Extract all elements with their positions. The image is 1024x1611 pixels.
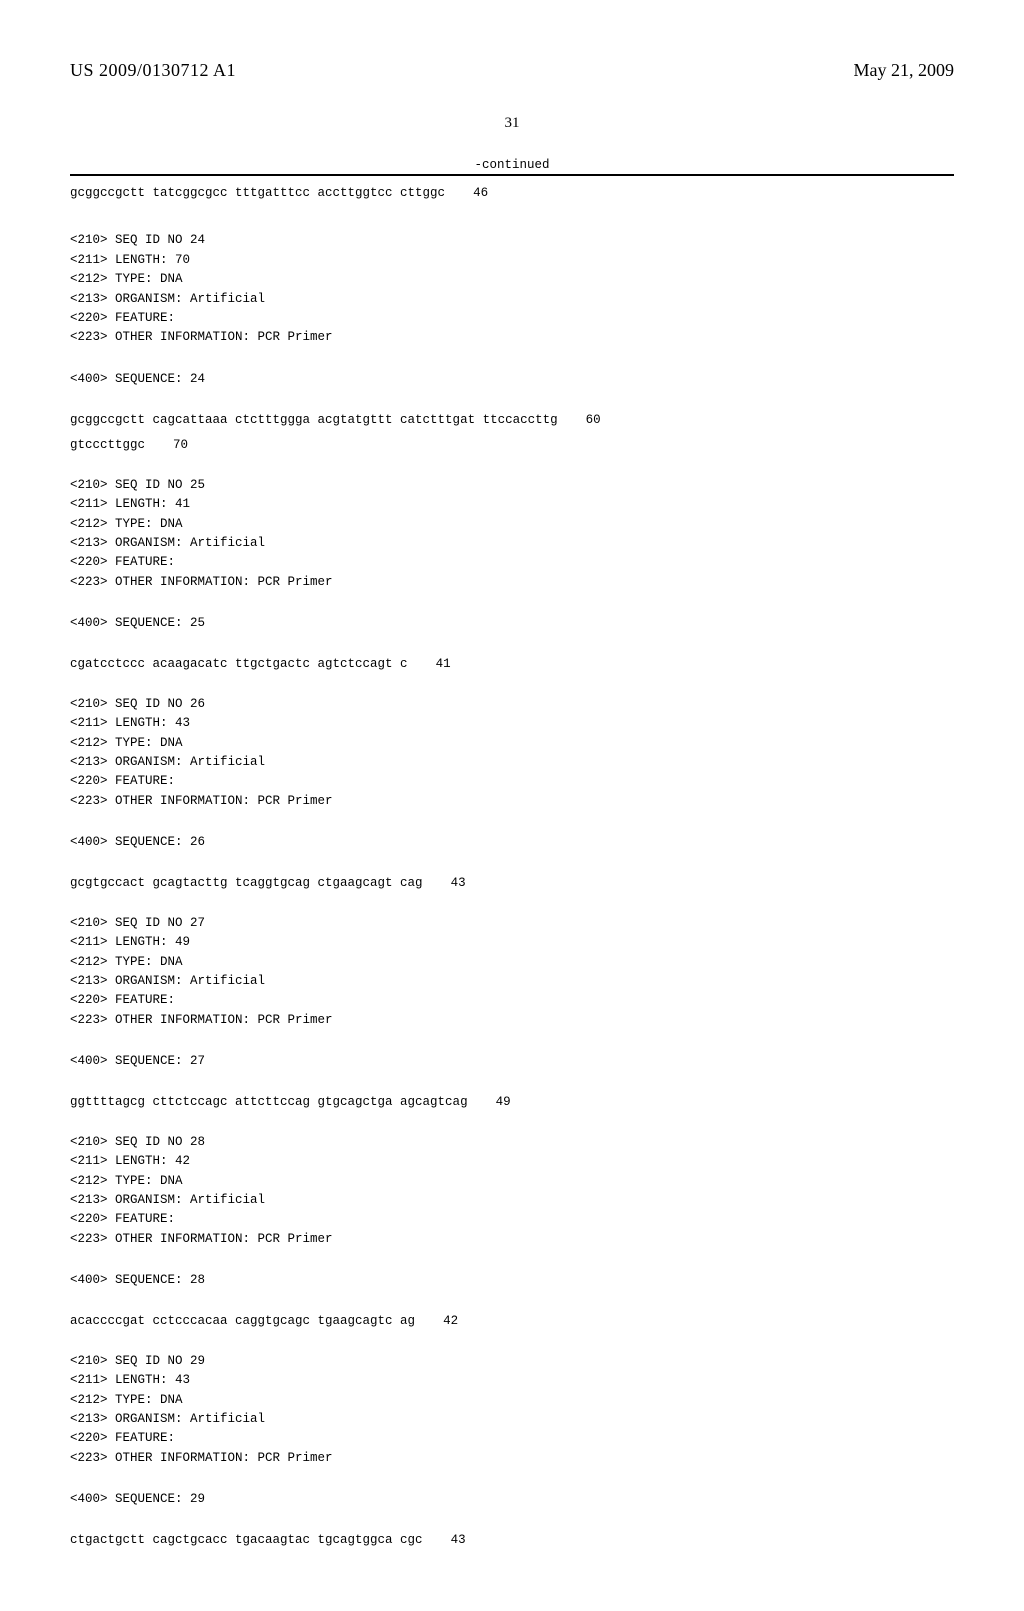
spacer <box>70 1298 954 1312</box>
spacer <box>70 1517 954 1531</box>
page-container: US 2009/0130712 A1 May 21, 2009 31 -cont… <box>0 0 1024 1611</box>
sequence-line: cgatcctccc acaagacatc ttgctgactc agtctcc… <box>70 655 954 674</box>
sequence-entries: <210> SEQ ID NO 24 <211> LENGTH: 70 <212… <box>70 231 954 1550</box>
page-header: US 2009/0130712 A1 May 21, 2009 <box>70 60 954 81</box>
sequence-text: cgatcctccc acaagacatc ttgctgactc agtctcc… <box>70 655 408 674</box>
page-number: 31 <box>70 115 954 132</box>
sequence-entry: <210> SEQ ID NO 27 <211> LENGTH: 49 <212… <box>70 914 954 1113</box>
sequence-entry: <210> SEQ ID NO 29 <211> LENGTH: 43 <212… <box>70 1352 954 1551</box>
spacer <box>70 641 954 655</box>
sequence-entry: <210> SEQ ID NO 28 <211> LENGTH: 42 <212… <box>70 1133 954 1332</box>
top-fragment-sequence: gcggccgctt tatcggcgcc tttgatttcc accttgg… <box>70 184 954 203</box>
sequence-line: acaccccgat cctcccacaa caggtgcagc tgaagca… <box>70 1312 954 1331</box>
sequence-position: 43 <box>451 1531 466 1550</box>
publication-date: May 21, 2009 <box>854 60 955 81</box>
rule-top <box>70 174 954 176</box>
sequence-text: gtcccttggc <box>70 436 145 455</box>
sequence-position: 42 <box>443 1312 458 1331</box>
sequence-text: gcggccgctt cagcattaaa ctctttggga acgtatg… <box>70 411 558 430</box>
sequence-text: gcggccgctt tatcggcgcc tttgatttcc accttgg… <box>70 184 445 203</box>
sequence-position: 43 <box>451 874 466 893</box>
publication-number: US 2009/0130712 A1 <box>70 60 236 81</box>
sequence-position: 60 <box>586 411 601 430</box>
sequence-label: <400> SEQUENCE: 28 <box>70 1271 954 1290</box>
sequence-label: <400> SEQUENCE: 29 <box>70 1490 954 1509</box>
sequence-label: <400> SEQUENCE: 27 <box>70 1052 954 1071</box>
sequence-position: 49 <box>496 1093 511 1112</box>
sequence-line: gtcccttggc 70 <box>70 436 954 455</box>
sequence-label: <400> SEQUENCE: 24 <box>70 370 954 389</box>
entry-header-block: <210> SEQ ID NO 26 <211> LENGTH: 43 <212… <box>70 695 954 811</box>
spacer <box>70 1257 954 1271</box>
entry-header-block: <210> SEQ ID NO 28 <211> LENGTH: 42 <212… <box>70 1133 954 1249</box>
sequence-text: ctgactgctt cagctgcacc tgacaagtac tgcagtg… <box>70 1531 423 1550</box>
sequence-entry: <210> SEQ ID NO 26 <211> LENGTH: 43 <212… <box>70 695 954 894</box>
sequence-position: 41 <box>436 655 451 674</box>
sequence-position: 46 <box>473 184 488 203</box>
sequence-line: ggttttagcg cttctccagc attcttccag gtgcagc… <box>70 1093 954 1112</box>
spacer <box>70 1079 954 1093</box>
sequence-entry: <210> SEQ ID NO 25 <211> LENGTH: 41 <212… <box>70 476 954 675</box>
spacer <box>70 600 954 614</box>
sequence-entry: <210> SEQ ID NO 24 <211> LENGTH: 70 <212… <box>70 231 954 455</box>
sequence-label: <400> SEQUENCE: 26 <box>70 833 954 852</box>
spacer <box>70 356 954 370</box>
sequence-line: gcgtgccact gcagtacttg tcaggtgcag ctgaagc… <box>70 874 954 893</box>
spacer <box>70 397 954 411</box>
spacer <box>70 860 954 874</box>
continued-label: -continued <box>70 158 954 172</box>
spacer <box>70 1038 954 1052</box>
entry-header-block: <210> SEQ ID NO 27 <211> LENGTH: 49 <212… <box>70 914 954 1030</box>
sequence-line: ctgactgctt cagctgcacc tgacaagtac tgcagtg… <box>70 1531 954 1550</box>
sequence-position: 70 <box>173 436 188 455</box>
spacer <box>70 209 954 231</box>
sequence-text: ggttttagcg cttctccagc attcttccag gtgcagc… <box>70 1093 468 1112</box>
sequence-line: gcggccgctt cagcattaaa ctctttggga acgtatg… <box>70 411 954 430</box>
spacer <box>70 819 954 833</box>
entry-header-block: <210> SEQ ID NO 25 <211> LENGTH: 41 <212… <box>70 476 954 592</box>
sequence-label: <400> SEQUENCE: 25 <box>70 614 954 633</box>
sequence-text: acaccccgat cctcccacaa caggtgcagc tgaagca… <box>70 1312 415 1331</box>
entry-header-block: <210> SEQ ID NO 24 <211> LENGTH: 70 <212… <box>70 231 954 347</box>
sequence-text: gcgtgccact gcagtacttg tcaggtgcag ctgaagc… <box>70 874 423 893</box>
entry-header-block: <210> SEQ ID NO 29 <211> LENGTH: 43 <212… <box>70 1352 954 1468</box>
spacer <box>70 1476 954 1490</box>
